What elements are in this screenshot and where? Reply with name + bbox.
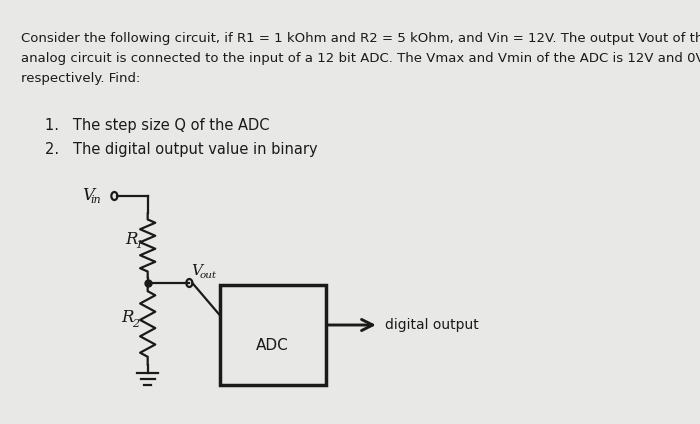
Text: 1.   The step size Q of the ADC: 1. The step size Q of the ADC xyxy=(46,118,270,133)
Text: 1: 1 xyxy=(136,240,143,251)
Text: 2: 2 xyxy=(132,319,140,329)
Text: Consider the following circuit, if R1 = 1 kOhm and R2 = 5 kOhm, and Vin = 12V. T: Consider the following circuit, if R1 = … xyxy=(21,32,700,45)
Text: out: out xyxy=(200,271,217,279)
Text: respectively. Find:: respectively. Find: xyxy=(21,72,141,85)
Text: 2.   The digital output value in binary: 2. The digital output value in binary xyxy=(46,142,318,157)
Text: in: in xyxy=(90,195,101,205)
Text: analog circuit is connected to the input of a 12 bit ADC. The Vmax and Vmin of t: analog circuit is connected to the input… xyxy=(21,52,700,65)
Text: R: R xyxy=(121,310,134,326)
Text: ADC: ADC xyxy=(256,338,289,352)
Bar xyxy=(220,285,326,385)
Text: V: V xyxy=(191,264,202,278)
Text: R: R xyxy=(125,231,137,248)
Text: digital output: digital output xyxy=(385,318,479,332)
Text: V: V xyxy=(82,187,94,204)
